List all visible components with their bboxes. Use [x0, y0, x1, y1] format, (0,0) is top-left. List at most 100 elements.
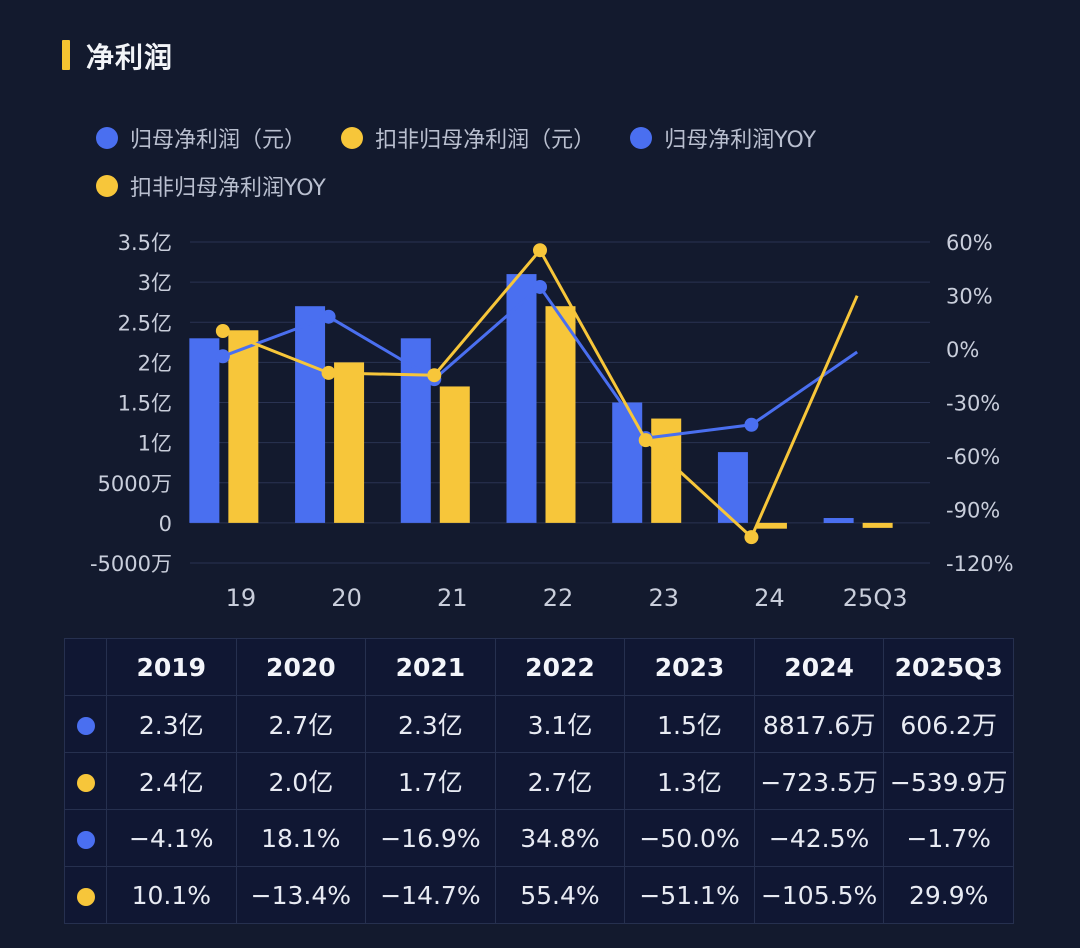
table-cell: −13.4%	[235, 866, 367, 924]
left-axis-tick-label: 1.5亿	[118, 392, 172, 416]
table-row: 10.1% −13.4% −14.7% 55.4% −51.1% −105.5%…	[64, 866, 1014, 924]
legend-item-net-profit[interactable]: 归母净利润（元）	[96, 114, 306, 162]
bar	[189, 338, 220, 523]
table-cell: 29.9%	[883, 866, 1014, 924]
right-axis-tick-label: 30%	[946, 285, 993, 309]
x-axis-tick-label: 22	[543, 584, 574, 612]
table-header-cell: 2019	[106, 638, 237, 696]
row-marker	[64, 809, 107, 867]
right-axis-tick-label: -60%	[946, 445, 1000, 469]
legend-dot-yellow-icon	[96, 175, 118, 197]
series-point	[744, 417, 759, 432]
table-cell: 2.3亿	[106, 695, 237, 753]
right-axis-tick-label: 60%	[946, 231, 993, 255]
table-cell: 2.4亿	[106, 752, 237, 810]
left-axis-tick-label: 3亿	[138, 271, 172, 295]
right-axis-tick-label: -120%	[946, 552, 1014, 576]
right-axis-tick-label: -30%	[946, 392, 1000, 416]
table-cell: −51.1%	[624, 866, 755, 924]
series-point	[744, 530, 759, 545]
table-row: 2.4亿 2.0亿 1.7亿 2.7亿 1.3亿 −723.5万 −539.9万	[64, 752, 1014, 810]
table-cell: 10.1%	[106, 866, 237, 924]
table-cell: 34.8%	[494, 809, 626, 867]
x-axis-tick-label: 21	[437, 584, 468, 612]
table-header-cell: 2020	[235, 638, 367, 696]
series-point	[638, 433, 653, 448]
data-table: 2019 2020 2021 2022 2023 2024 2025Q3 2.3…	[64, 638, 1014, 924]
series-point	[321, 365, 336, 380]
title-accent-bar	[62, 40, 70, 70]
bar	[295, 306, 326, 523]
legend-label: 扣非归母净利润（元）	[375, 128, 596, 153]
row-marker	[64, 695, 107, 753]
page-title: 净利润	[86, 41, 174, 74]
table-cell: 55.4%	[494, 866, 626, 924]
table-row: 2.3亿 2.7亿 2.3亿 3.1亿 1.5亿 8817.6万 606.2万	[64, 695, 1014, 753]
row-dot-blue-icon	[76, 830, 95, 849]
left-axis-tick-label: 0	[159, 512, 172, 536]
right-axis-tick-label: -90%	[946, 499, 1000, 523]
table-header-cell: 2024	[753, 638, 885, 696]
left-axis-tick-label: 2亿	[138, 351, 172, 375]
bar	[823, 518, 854, 524]
bar	[439, 386, 470, 523]
legend-item-net-profit-yoy[interactable]: 归母净利润YOY	[630, 114, 816, 162]
bar	[545, 306, 576, 523]
combo-chart: 3.5亿 3亿 2.5亿 2亿 1.5亿 1亿 5000万 0 -5000万 60% 30% 0% -3…	[90, 231, 1014, 612]
legend-dot-blue-icon	[630, 127, 653, 149]
bar	[862, 522, 893, 528]
table-cell: 8817.6万	[753, 695, 885, 753]
left-axis-tick-label: 5000万	[98, 472, 172, 496]
legend-item-deducted-net-profit-yoy[interactable]: 扣非归母净利润YOY	[96, 162, 326, 210]
table-cell: 1.7亿	[365, 752, 496, 810]
series-point	[321, 309, 336, 324]
series-point	[427, 368, 442, 383]
bar	[334, 362, 365, 523]
table-row: −4.1% 18.1% −16.9% 34.8% −50.0% −42.5% −…	[64, 809, 1014, 867]
left-axis-tick-label: 2.5亿	[118, 311, 172, 335]
legend-dot-yellow-icon	[341, 127, 364, 149]
series-point	[533, 243, 547, 258]
table-header-cell: 2023	[624, 638, 755, 696]
row-dot-yellow-icon	[76, 887, 95, 906]
table-cell: −50.0%	[624, 809, 755, 867]
x-axis-tick-label: 20	[331, 584, 362, 612]
bar	[400, 338, 431, 523]
table-cell: −14.7%	[365, 866, 496, 924]
x-axis-tick-label: 24	[754, 584, 785, 612]
table-cell: −16.9%	[365, 809, 496, 867]
table-header-cell	[64, 638, 107, 696]
chart-legend: 归母净利润（元） 扣非归母净利润（元） 归母净利润YOY 扣非归母净利润YOY	[96, 114, 956, 210]
legend-item-deducted-net-profit[interactable]: 扣非归母净利润（元）	[341, 114, 595, 162]
legend-label: 归母净利润（元）	[130, 128, 307, 153]
table-cell: 2.7亿	[235, 695, 367, 753]
legend-dot-blue-icon	[96, 127, 118, 149]
table-cell: 2.7亿	[494, 752, 626, 810]
table-cell: −105.5%	[753, 866, 885, 924]
row-dot-blue-icon	[76, 716, 95, 735]
x-axis-tick-label: 23	[648, 584, 679, 612]
bar	[506, 274, 537, 523]
table-header-cell: 2022	[494, 638, 626, 696]
table-cell: −539.9万	[883, 752, 1014, 810]
table-cell: −723.5万	[753, 752, 885, 810]
table-cell: 18.1%	[235, 809, 367, 867]
table-header-cell: 2025Q3	[883, 638, 1014, 696]
series-point	[215, 323, 230, 338]
table-header-row: 2019 2020 2021 2022 2023 2024 2025Q3	[64, 638, 1014, 696]
table-cell: 3.1亿	[494, 695, 626, 753]
table-cell: −42.5%	[753, 809, 885, 867]
series-point	[533, 279, 547, 294]
bar	[612, 402, 643, 523]
x-axis-tick-label: 19	[226, 584, 257, 612]
bar	[756, 522, 787, 529]
bar	[228, 330, 259, 523]
left-axis-tick-label: 1亿	[138, 432, 172, 456]
table-cell: 2.3亿	[365, 695, 496, 753]
left-axis-tick-label: 3.5亿	[118, 231, 172, 255]
table-cell: −1.7%	[883, 809, 1014, 867]
table-cell: −4.1%	[106, 809, 237, 867]
legend-label: 扣非归母净利润YOY	[130, 176, 326, 201]
row-marker	[64, 752, 107, 810]
table-header-cell: 2021	[365, 638, 496, 696]
